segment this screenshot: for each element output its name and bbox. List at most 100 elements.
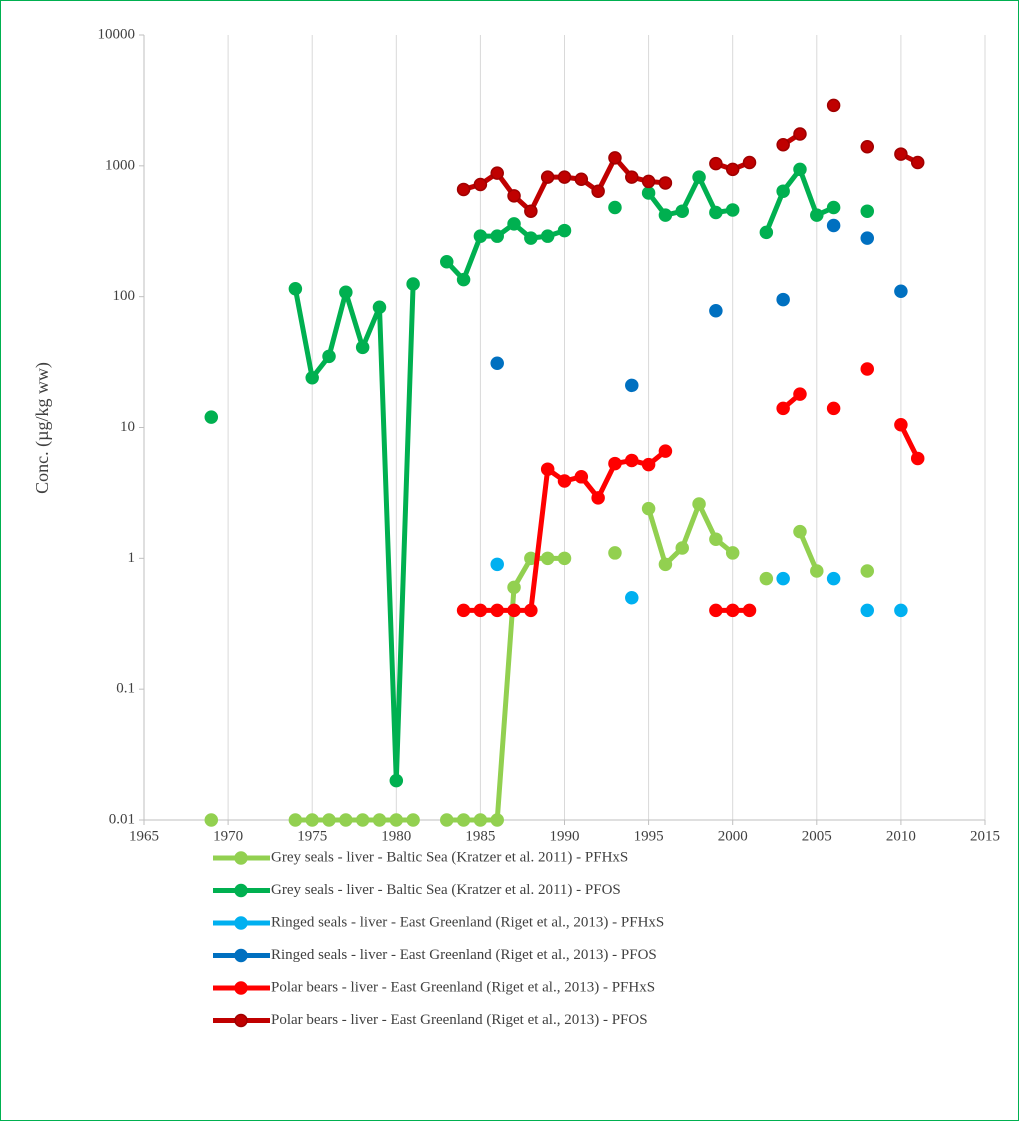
marker [894,147,908,161]
marker [860,564,875,578]
marker [389,813,404,827]
marker [658,557,673,572]
y-tick-label: 1000 [105,157,135,173]
marker [473,229,488,243]
marker [860,139,875,154]
marker [440,813,454,827]
marker [540,229,555,243]
y-tick-label: 0.1 [116,681,135,697]
marker [860,603,875,618]
x-tick-label: 1975 [297,828,327,844]
marker [305,813,319,827]
marker [355,813,370,827]
marker [608,200,622,215]
marker [826,571,841,586]
legend-marker [234,883,248,898]
marker [826,200,841,215]
y-axis-label: Conc. (µg/kg ww) [32,362,53,494]
legend-label: Polar bears - liver - East Greenland (Ri… [271,1012,648,1028]
legend-marker [234,981,248,995]
marker [793,387,807,401]
marker [742,603,757,618]
marker [725,162,740,177]
marker [910,451,925,466]
marker [524,603,538,618]
marker [507,603,521,618]
marker [776,137,790,152]
marker [574,470,589,484]
marker [389,773,404,788]
marker [322,349,336,364]
marker [826,218,841,233]
marker [372,300,387,315]
marker [826,98,841,113]
marker [776,571,790,586]
marker [641,186,656,200]
marker [322,813,336,827]
marker [204,813,219,827]
marker [692,497,706,511]
x-tick-label: 1990 [550,828,580,844]
marker [776,401,790,416]
marker [355,340,370,355]
marker [658,176,673,190]
marker [860,231,875,245]
x-tick-label: 1965 [129,828,159,844]
marker [658,208,673,222]
marker [709,156,723,171]
y-tick-label: 10 [120,419,135,435]
marker [810,208,824,222]
marker [524,204,538,218]
marker [759,571,774,586]
marker [894,417,908,432]
marker [456,813,471,827]
marker [524,231,538,245]
legend-label: Ringed seals - liver - East Greenland (R… [271,914,664,930]
marker [288,281,303,296]
x-tick-label: 1985 [465,828,495,844]
x-tick-label: 2010 [886,828,916,844]
y-tick-label: 0.01 [109,811,135,827]
marker [490,229,504,243]
marker [204,410,219,424]
marker [776,184,790,198]
legend-marker [234,851,248,865]
marker [641,457,656,472]
marker [894,284,908,299]
y-tick-label: 1 [128,550,136,566]
marker [709,205,723,220]
x-tick-label: 2015 [970,828,1000,844]
marker [793,162,807,177]
marker [709,304,723,318]
legend-label: Ringed seals - liver - East Greenland (R… [271,947,657,963]
legend-marker [234,948,248,963]
marker [507,580,521,595]
marker [456,272,471,287]
marker [608,151,622,165]
x-tick-label: 1980 [381,828,411,844]
marker [557,474,572,488]
marker [608,456,622,471]
marker [641,501,656,516]
marker [675,541,689,555]
marker [742,155,757,170]
marker [288,813,303,827]
marker [540,462,555,476]
marker [574,172,589,186]
marker [692,170,706,184]
marker [658,444,673,458]
marker [675,204,689,218]
legend-marker [234,916,248,930]
marker [776,292,790,307]
marker [625,590,639,605]
marker [305,371,319,385]
marker [490,813,504,827]
marker [473,603,488,618]
marker [625,170,639,184]
x-tick-label: 2005 [802,828,832,844]
marker [456,182,471,197]
series-line [797,530,820,572]
marker [759,225,774,240]
marker [540,551,555,566]
